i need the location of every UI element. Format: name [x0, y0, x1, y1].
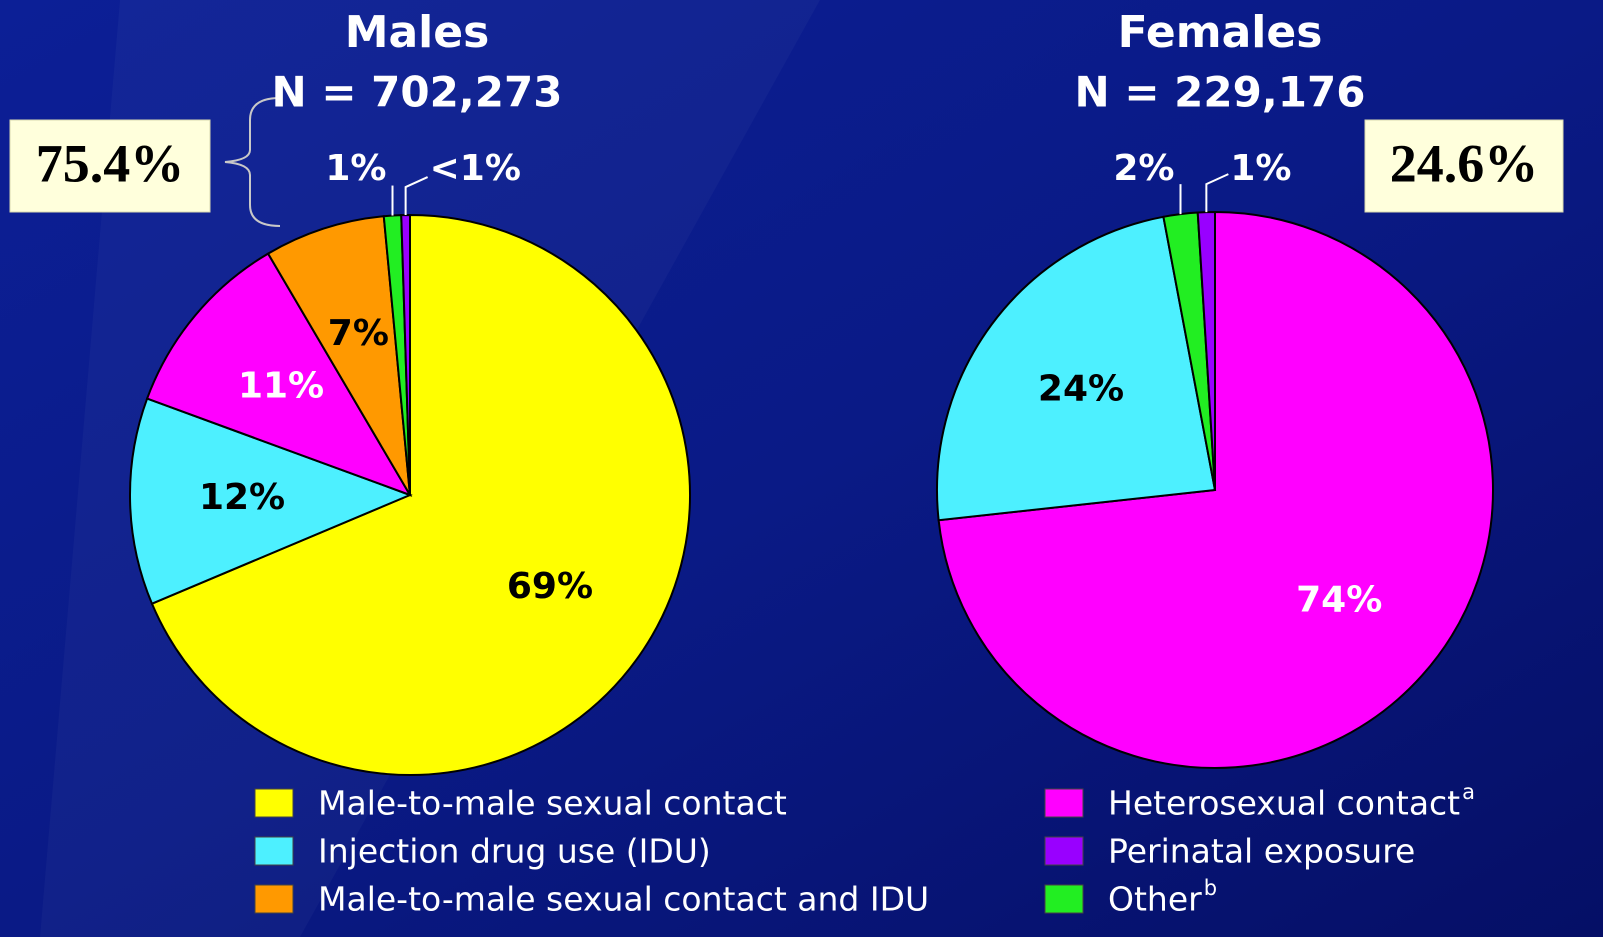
- pie-subtitle: N = 229,176: [1075, 68, 1366, 117]
- pie-slice: [400, 213, 411, 496]
- slice-label: 24%: [1038, 369, 1124, 410]
- pie-slice: [1196, 210, 1216, 491]
- pie-slice: [266, 215, 411, 496]
- pie-title: Males: [345, 7, 490, 58]
- legend-footnote: b: [1204, 876, 1217, 900]
- pie-slice: [129, 397, 413, 605]
- slice-label: 12%: [199, 477, 285, 518]
- pie-slice: [150, 213, 691, 776]
- leader-line: [1205, 173, 1229, 213]
- slice-label: 2%: [1113, 148, 1174, 189]
- pie-slice: [936, 215, 1217, 522]
- legend-swatch: [1044, 836, 1084, 866]
- slice-label: 74%: [1296, 579, 1382, 620]
- legend-swatch: [254, 884, 294, 914]
- slice-label: 69%: [507, 566, 593, 607]
- annotation-box: [1364, 119, 1564, 213]
- slice-label: 1%: [325, 148, 386, 189]
- pie-title: Females: [1118, 7, 1323, 58]
- legend-swatch: [1044, 788, 1084, 818]
- slice-label: <1%: [430, 148, 521, 189]
- legend-label: Male-to-male sexual contact: [318, 784, 787, 823]
- annotation-box: [9, 119, 211, 213]
- pie-slice: [145, 252, 413, 497]
- legend-label: Male-to-male sexual contact and IDU: [318, 880, 929, 919]
- slice-label: 7%: [328, 313, 389, 354]
- legend-swatch: [254, 836, 294, 866]
- legend-label: Perinatal exposure: [1108, 832, 1415, 871]
- pie-subtitle: N = 702,273: [272, 68, 563, 117]
- annotation: 75.4%: [36, 133, 185, 193]
- brace: [224, 97, 281, 227]
- leader-line: [404, 176, 429, 216]
- legend-footnote: a: [1462, 780, 1475, 804]
- legend-swatch: [254, 788, 294, 818]
- slice-label: 11%: [238, 365, 324, 406]
- legend-label: Injection drug use (IDU): [318, 832, 711, 871]
- annotation: 24.6%: [1390, 133, 1539, 193]
- legend-label: Heterosexual contact: [1108, 784, 1460, 823]
- legend-swatch: [1044, 884, 1084, 914]
- slice-label: 1%: [1230, 148, 1291, 189]
- legend-label: Other: [1108, 880, 1202, 919]
